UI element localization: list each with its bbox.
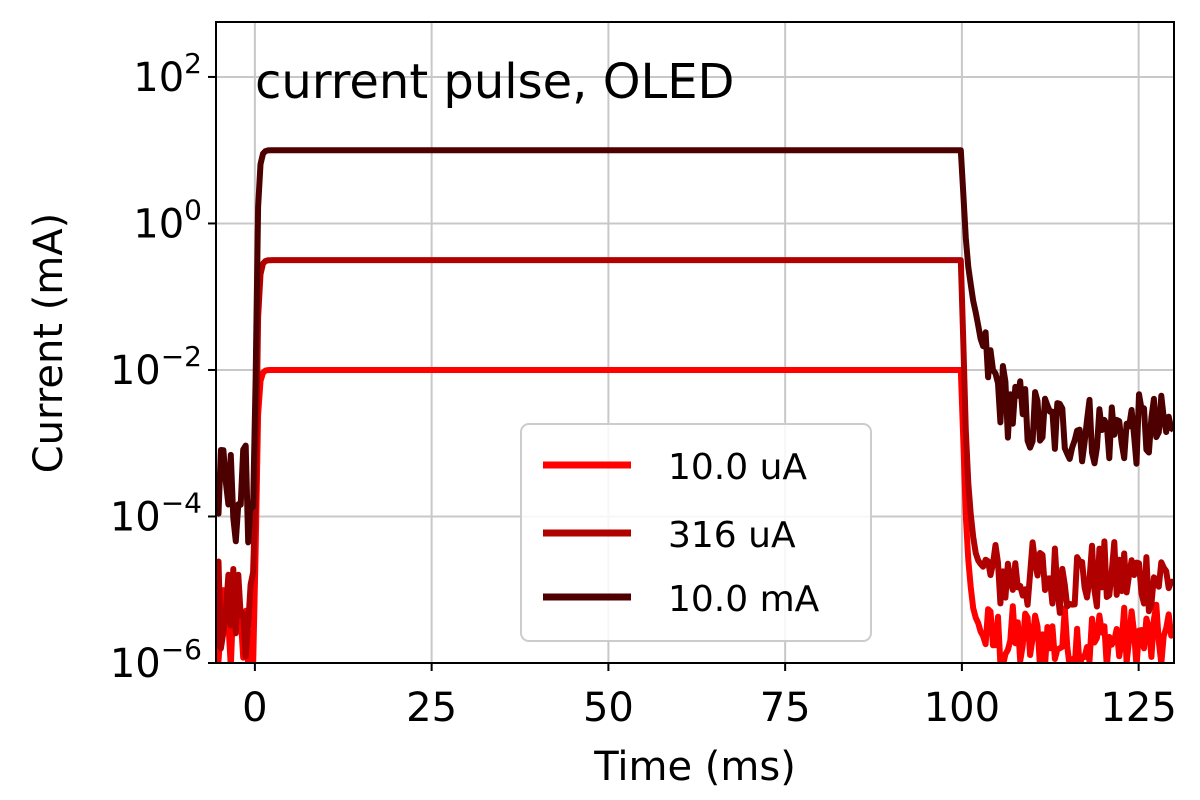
x-tick-label-5: 125 [1100, 685, 1176, 731]
series-line-0 [216, 367, 1174, 663]
y-tick-label-2: 10−2 [110, 340, 202, 394]
series-line-2 [216, 147, 1174, 546]
x-tick-label-1: 25 [406, 685, 457, 731]
y-tick-label-1: 100 [133, 193, 202, 247]
legend-label-2: 10.0 mA [668, 579, 820, 620]
x-tick-label-2: 50 [583, 685, 634, 731]
x-tick-label-4: 100 [924, 685, 1000, 731]
legend-label-0: 10.0 uA [668, 447, 807, 488]
x-tick-label-0: 0 [242, 685, 267, 731]
chart-annotation: current pulse, OLED [255, 54, 735, 110]
x-tick-label-3: 75 [760, 685, 811, 731]
legend-box [520, 423, 872, 642]
y-axis-label: Current (mA) [26, 213, 72, 474]
series-line-1 [216, 257, 1174, 660]
plot-frame [215, 21, 1175, 664]
series-lines [216, 147, 1174, 663]
y-axis: 102 100 10−2 10−4 10−6 [110, 47, 216, 687]
legend: 10.0 uA 316 uA 10.0 mA [520, 423, 872, 642]
y-tick-label-3: 10−4 [110, 486, 202, 540]
y-tick-label-0: 102 [133, 47, 202, 101]
x-axis-label: Time (ms) [593, 744, 796, 790]
y-tick-label-4: 10−6 [110, 633, 202, 687]
x-axis: 0 25 50 75 100 125 [242, 663, 1177, 731]
legend-label-1: 316 uA [668, 515, 796, 556]
